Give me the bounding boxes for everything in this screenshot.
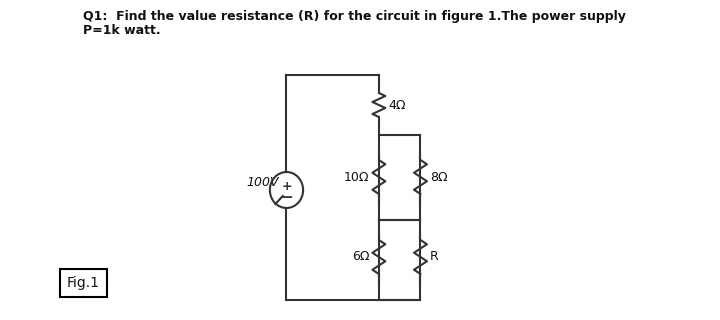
Text: −: − <box>280 189 293 204</box>
Text: 10Ω: 10Ω <box>344 171 369 183</box>
Text: 100V: 100V <box>246 175 279 188</box>
Text: 4Ω: 4Ω <box>388 99 405 111</box>
Text: Fig.1: Fig.1 <box>67 276 99 290</box>
Text: 8Ω: 8Ω <box>430 171 447 183</box>
Text: R: R <box>430 251 438 263</box>
Text: P=1k watt.: P=1k watt. <box>84 24 161 37</box>
Text: Q1:  Find the value resistance (R) for the circuit in figure 1.The power supply: Q1: Find the value resistance (R) for th… <box>84 10 626 23</box>
Text: +: + <box>282 180 292 193</box>
Text: 6Ω: 6Ω <box>352 251 369 263</box>
